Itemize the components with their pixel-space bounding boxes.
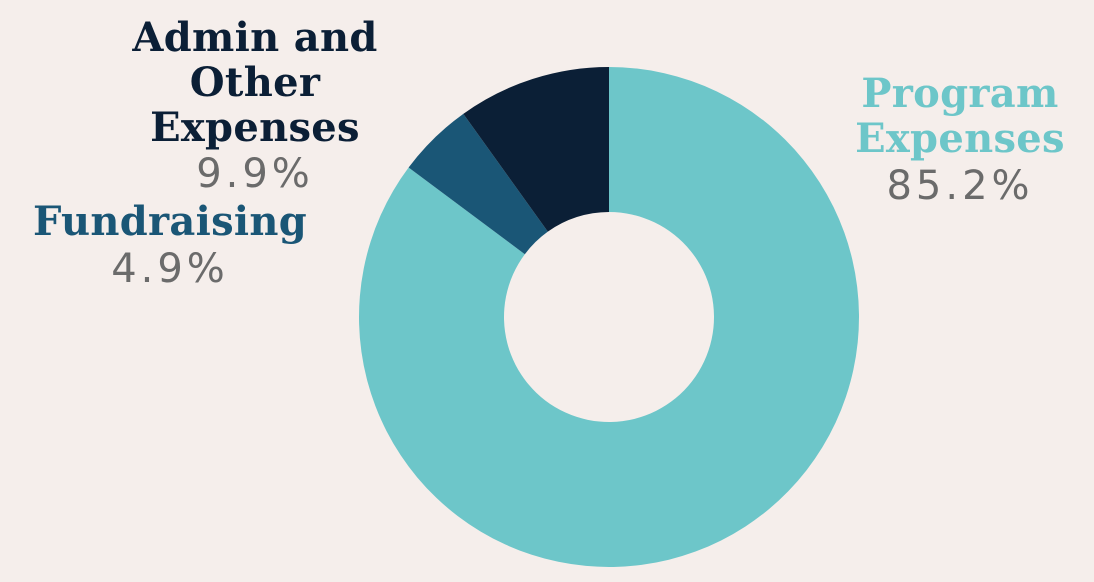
label-program-expenses: Program Expenses 85.2%: [845, 70, 1075, 209]
label-admin-other-expenses: Admin and Other Expenses 9.9%: [80, 14, 430, 198]
label-program-line-1: Program: [861, 70, 1059, 117]
donut-slice-program-expenses: [358, 67, 859, 567]
label-fundraising-name: Fundraising: [32, 198, 308, 245]
label-fundraising: Fundraising 4.9%: [20, 198, 320, 292]
label-program-percent: 85.2%: [886, 162, 1034, 209]
donut-slice-admin-and-other-expenses: [463, 67, 609, 232]
label-admin-percent: 9.9%: [196, 151, 314, 198]
label-admin-line-1: Admin and: [132, 14, 378, 61]
label-program-line-2: Expenses: [855, 114, 1065, 162]
label-admin-line-2: Other Expenses: [150, 58, 360, 151]
label-fundraising-percent: 4.9%: [111, 245, 229, 292]
donut-slice-fundraising: [408, 113, 548, 255]
